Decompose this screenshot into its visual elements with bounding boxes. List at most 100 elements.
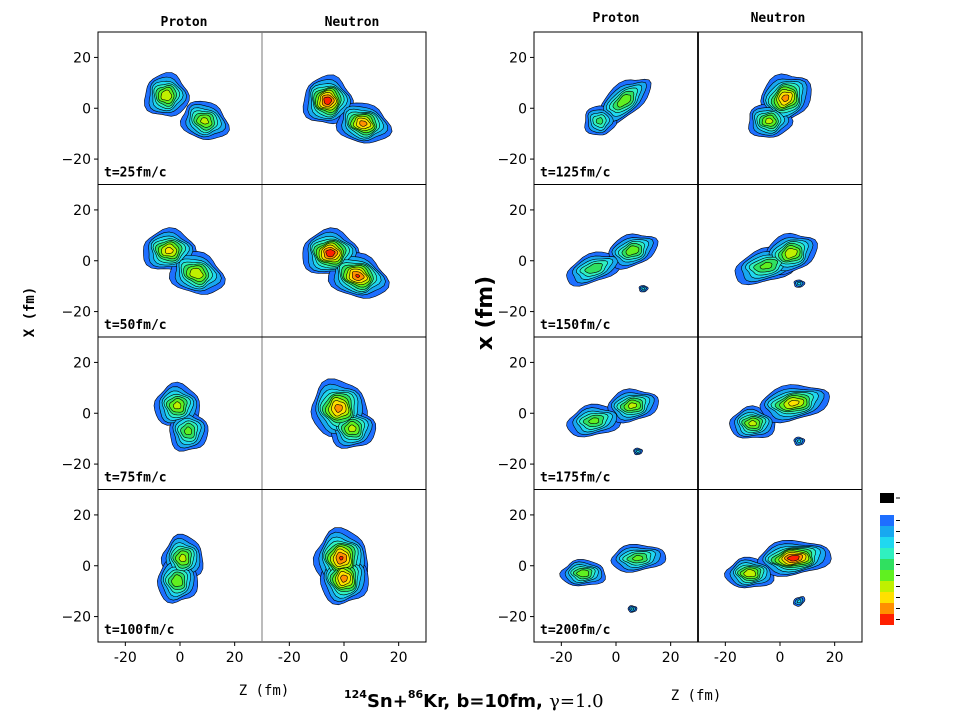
x-axis-label-right: Z (fm) [671, 688, 722, 704]
x-tick-label-left-proton-1: 0 [176, 650, 185, 666]
x-tick-label-right-neutron-0: -20 [714, 650, 737, 666]
contour-level-2-blob-2 [797, 282, 802, 286]
y-tick-label-left-2-0: 20 [73, 355, 91, 371]
y-tick-label-right-2-0: 20 [509, 355, 527, 371]
y-axis-label-right: x (fm) [473, 276, 498, 350]
contour-level-6-blob-0 [160, 89, 172, 101]
contour-panel-right-proton-1 [566, 233, 659, 293]
legend-swatch-3 [880, 537, 894, 548]
y-tick-label-left-1-2: −20 [61, 305, 91, 321]
contour-level-6-blob-1 [784, 247, 798, 259]
contour-level-8-blob-0 [334, 404, 343, 413]
legend-swatch-4 [880, 548, 894, 559]
column-header-proton-right: Proton [593, 11, 640, 26]
contour-level-6-blob-1 [765, 117, 774, 124]
contour-level-2-blob-2 [636, 450, 640, 453]
y-tick-label-left-1-1: 0 [82, 254, 91, 270]
color-legend [880, 493, 900, 625]
contour-level-9-blob-0 [339, 555, 344, 561]
y-tick-label-left-0-1: 0 [82, 101, 91, 117]
contour-level-2-blob-2 [796, 439, 802, 443]
contour-panel-right-neutron-0 [748, 73, 812, 138]
time-label-left-3: t=100fm/c [104, 623, 174, 638]
time-label-right-2: t=175fm/c [540, 471, 610, 486]
column-header-proton-left: Proton [161, 15, 208, 30]
target-and-impact: Kr, b=10fm, [423, 691, 549, 712]
y-tick-label-left-3-0: 20 [73, 508, 91, 524]
column-header-neutron-left: Neutron [325, 15, 380, 30]
y-tick-label-right-2-1: 0 [518, 406, 527, 422]
y-tick-label-left-3-2: −20 [61, 610, 91, 626]
x-tick-label-right-neutron-2: 20 [826, 650, 844, 666]
contour-level-8-blob-1 [359, 120, 368, 127]
y-tick-label-right-1-0: 20 [509, 203, 527, 219]
x-tick-label-left-proton-0: -20 [114, 650, 137, 666]
x-tick-label-right-neutron-1: 0 [776, 650, 785, 666]
x-tick-label-right-proton-2: 20 [662, 650, 680, 666]
legend-swatch-6 [880, 570, 894, 581]
time-label-right-1: t=150fm/c [540, 318, 610, 333]
projectile-mass: 124 [344, 688, 367, 701]
contour-level-6-blob-0 [173, 401, 182, 410]
column-header-neutron-right: Neutron [751, 11, 806, 26]
gamma-parameter: γ=1.0 [549, 691, 603, 712]
contour-level-5-blob-1 [625, 245, 640, 256]
y-tick-label-left-0-2: −20 [61, 152, 91, 168]
y-tick-label-left-0-0: 20 [73, 50, 91, 66]
projectile-symbol: Sn+ [367, 691, 408, 712]
plot-layer: t=25fm/c t=50fm/c t=75fm/c t=100fm/c 20 0 −20 2… [61, 31, 863, 666]
y-tick-label-right-3-1: 0 [518, 559, 527, 575]
y-tick-label-left-2-2: −20 [61, 457, 91, 473]
y-tick-label-right-0-2: −20 [497, 152, 527, 168]
contour-level-6-blob-0 [748, 420, 757, 427]
contour-level-5-blob-1 [632, 555, 644, 561]
contour-panel-right-neutron-2 [729, 384, 830, 446]
contour-panel-right-proton-3 [559, 543, 667, 613]
legend-swatch-0 [880, 493, 894, 503]
legend-swatch-2 [880, 526, 894, 537]
contour-level-6-blob-0 [743, 569, 756, 578]
legend-swatch-9 [880, 603, 894, 614]
y-tick-label-right-0-1: 0 [518, 101, 527, 117]
contour-panel-left-proton-3 [156, 533, 204, 604]
time-label-left-0: t=25fm/c [104, 166, 167, 181]
contour-panel-right-neutron-3 [724, 539, 832, 607]
y-tick-label-left-2-1: 0 [82, 406, 91, 422]
contour-panel-left-neutron-0 [302, 74, 393, 144]
time-label-left-2: t=75fm/c [104, 471, 167, 486]
contour-level-6-blob-0 [178, 553, 187, 562]
contour-level-5-blob-0 [588, 417, 600, 425]
contour-level-6-blob-1 [348, 424, 357, 432]
contour-level-9-blob-0 [325, 249, 336, 258]
x-tick-label-left-neutron-1: 0 [340, 650, 349, 666]
contour-panel-left-proton-2 [153, 381, 209, 452]
figure-title: 124Sn+86Kr, b=10fm, γ=1.0 [344, 688, 604, 712]
y-axis-label-left: X (fm) [22, 287, 38, 338]
contour-panel-right-proton-2 [566, 388, 659, 456]
y-tick-label-right-2-2: −20 [497, 457, 527, 473]
legend-swatch-1 [880, 515, 894, 526]
contour-level-9-blob-0 [323, 96, 332, 105]
contour-level-6-blob-1 [189, 267, 204, 279]
x-tick-label-left-neutron-2: 20 [390, 650, 408, 666]
x-tick-label-right-proton-1: 0 [612, 650, 621, 666]
contour-level-5-blob-1 [184, 426, 192, 435]
contour-level-6-blob-1 [628, 402, 638, 409]
contour-level-2-blob-2 [796, 599, 802, 604]
contour-level-5-blob-0 [576, 569, 590, 578]
contour-panel-right-neutron-1 [734, 232, 818, 288]
y-tick-label-left-1-0: 20 [73, 203, 91, 219]
y-tick-label-left-3-1: 0 [82, 559, 91, 575]
contour-level-8-blob-1 [340, 574, 348, 583]
contour-level-2-blob-2 [630, 607, 635, 611]
contour-level-7-blob-0 [165, 246, 174, 254]
contour-level-8-blob-0 [781, 94, 790, 102]
contour-panel-right-proton-0 [584, 78, 652, 136]
x-tick-label-left-proton-2: 20 [226, 650, 244, 666]
time-label-right-0: t=125fm/c [540, 166, 610, 181]
time-label-right-3: t=200fm/c [540, 623, 610, 638]
contour-level-6-blob-1 [200, 117, 210, 125]
contour-level-7-blob-1 [788, 400, 800, 407]
contour-panel-left-neutron-1 [302, 227, 390, 299]
